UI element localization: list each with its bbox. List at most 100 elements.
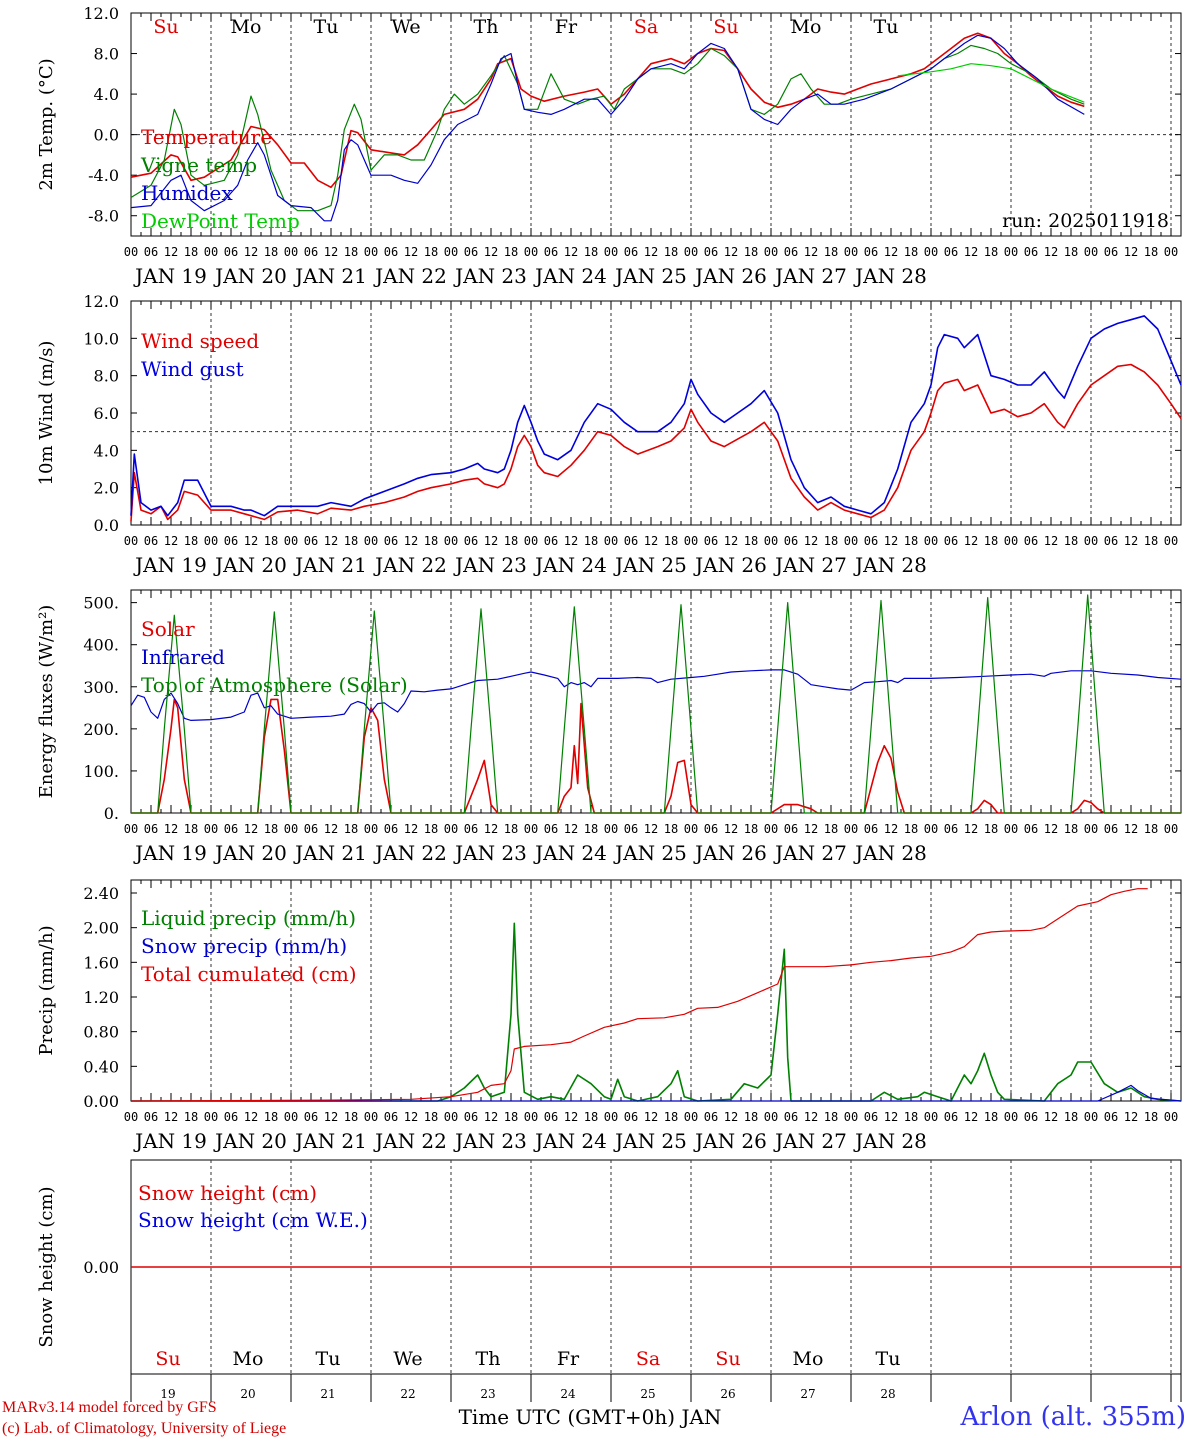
hour-label: 12 bbox=[484, 822, 498, 836]
hour-label: 00 bbox=[604, 534, 618, 548]
series-line-liquid-precip-mm-h- bbox=[131, 922, 1182, 1102]
hour-label: 00 bbox=[124, 534, 138, 548]
weekday-label: Mo bbox=[793, 1348, 824, 1370]
date-label: JAN 22 bbox=[373, 1129, 447, 1153]
hour-label: 12 bbox=[1044, 534, 1058, 548]
hour-label: 00 bbox=[524, 822, 538, 836]
plot-frame bbox=[130, 300, 1182, 526]
hour-label: 00 bbox=[1084, 822, 1098, 836]
hour-label: 18 bbox=[1144, 1110, 1158, 1124]
hour-label: 06 bbox=[704, 822, 718, 836]
hour-label: 06 bbox=[1024, 245, 1038, 259]
date-number: 28 bbox=[880, 1387, 895, 1401]
weekday-label: Tu bbox=[874, 16, 899, 38]
hour-label: 00 bbox=[524, 534, 538, 548]
hour-label: 00 bbox=[1004, 822, 1018, 836]
date-label: JAN 27 bbox=[773, 553, 847, 577]
date-label: JAN 19 bbox=[133, 553, 207, 577]
hour-label: 18 bbox=[824, 245, 838, 259]
hour-label: 06 bbox=[224, 822, 238, 836]
date-number: 24 bbox=[560, 1387, 576, 1401]
hour-label: 12 bbox=[324, 534, 338, 548]
hour-label: 00 bbox=[444, 1110, 458, 1124]
hour-label: 12 bbox=[1124, 822, 1138, 836]
hour-label: 00 bbox=[124, 822, 138, 836]
hour-label: 12 bbox=[644, 822, 658, 836]
hour-label: 18 bbox=[904, 822, 918, 836]
date-label: JAN 28 bbox=[853, 553, 927, 577]
y-tick-label: 12.0 bbox=[83, 4, 119, 23]
hour-label: 00 bbox=[844, 534, 858, 548]
hour-label: 00 bbox=[1164, 534, 1178, 548]
hour-label: 18 bbox=[424, 1110, 438, 1124]
hour-label: 06 bbox=[624, 245, 638, 259]
hour-label: 18 bbox=[824, 534, 838, 548]
panel-3: 0. 100. 200. 300. 400. 500. Energy fluxes (W/m… bbox=[36, 589, 1182, 865]
hour-label: 18 bbox=[504, 1110, 518, 1124]
date-label: JAN 28 bbox=[853, 264, 927, 288]
hour-label: 00 bbox=[204, 822, 218, 836]
hour-label: 12 bbox=[564, 1110, 578, 1124]
hour-label: 06 bbox=[304, 534, 318, 548]
hour-label: 06 bbox=[464, 245, 478, 259]
hour-label: 12 bbox=[164, 1110, 178, 1124]
date-label: JAN 20 bbox=[213, 1129, 287, 1153]
hour-label: 06 bbox=[1024, 1110, 1038, 1124]
hour-label: 00 bbox=[604, 822, 618, 836]
y-axis-title: Snow height (cm) bbox=[36, 1186, 57, 1347]
hour-label: 18 bbox=[744, 534, 758, 548]
y-axis-title: 10m Wind (m/s) bbox=[36, 341, 57, 486]
hour-label: 06 bbox=[304, 1110, 318, 1124]
panel-2: 0.0 2.0 4.0 6.0 8.0 10.0 12.0 10m Wind (m/s) Win… bbox=[36, 292, 1182, 577]
date-label: JAN 25 bbox=[613, 264, 687, 288]
hour-label: 06 bbox=[944, 534, 958, 548]
weekday-label: Fr bbox=[557, 1348, 580, 1370]
date-label: JAN 27 bbox=[773, 841, 847, 865]
hour-label: 18 bbox=[424, 534, 438, 548]
hour-label: 18 bbox=[744, 822, 758, 836]
date-number: 20 bbox=[240, 1387, 255, 1401]
y-tick-label: 2.00 bbox=[83, 919, 119, 938]
hour-label: 18 bbox=[904, 245, 918, 259]
y-tick-label: 0.00 bbox=[83, 1258, 119, 1277]
hour-label: 18 bbox=[424, 822, 438, 836]
y-tick-label: 0.00 bbox=[83, 1092, 119, 1111]
hour-label: 12 bbox=[644, 1110, 658, 1124]
weekday-label: Tu bbox=[316, 1348, 341, 1370]
hour-label: 00 bbox=[684, 245, 698, 259]
weekday-label: Mo bbox=[231, 16, 262, 38]
hour-label: 00 bbox=[1084, 1110, 1098, 1124]
hour-label: 12 bbox=[164, 534, 178, 548]
hour-label: 12 bbox=[884, 822, 898, 836]
hour-label: 18 bbox=[424, 245, 438, 259]
hour-label: 00 bbox=[204, 1110, 218, 1124]
weekday-label: Su bbox=[715, 1348, 740, 1370]
hour-label: 12 bbox=[564, 245, 578, 259]
hour-label: 06 bbox=[384, 534, 398, 548]
legend-entry: Snow precip (mm/h) bbox=[141, 934, 347, 958]
hour-label: 06 bbox=[464, 1110, 478, 1124]
hour-label: 18 bbox=[504, 245, 518, 259]
lab-credit: (c) Lab. of Climatology, University of L… bbox=[2, 1420, 287, 1437]
date-label: JAN 24 bbox=[533, 841, 607, 865]
hour-label: 18 bbox=[264, 245, 278, 259]
hour-label: 12 bbox=[724, 245, 738, 259]
hour-label: 12 bbox=[804, 245, 818, 259]
hour-label: 00 bbox=[684, 822, 698, 836]
hour-label: 18 bbox=[904, 534, 918, 548]
y-tick-label: 4.0 bbox=[94, 85, 119, 104]
series-line-top-of-atmosphere-solar- bbox=[131, 594, 1181, 814]
hour-label: 18 bbox=[504, 822, 518, 836]
time-axis-title: Time UTC (GMT+0h) JAN bbox=[459, 1405, 722, 1429]
date-label: JAN 19 bbox=[133, 841, 207, 865]
model-credit: MARv3.14 model forced by GFS bbox=[2, 1399, 217, 1416]
hour-label: 00 bbox=[364, 1110, 378, 1124]
hour-label: 12 bbox=[564, 534, 578, 548]
series-line-wind-speed bbox=[130, 363, 1182, 522]
y-tick-label: 200. bbox=[83, 720, 119, 739]
hour-label: 06 bbox=[1104, 534, 1118, 548]
date-number: 26 bbox=[720, 1387, 735, 1401]
hour-label: 18 bbox=[1144, 245, 1158, 259]
date-number: 27 bbox=[800, 1387, 815, 1401]
